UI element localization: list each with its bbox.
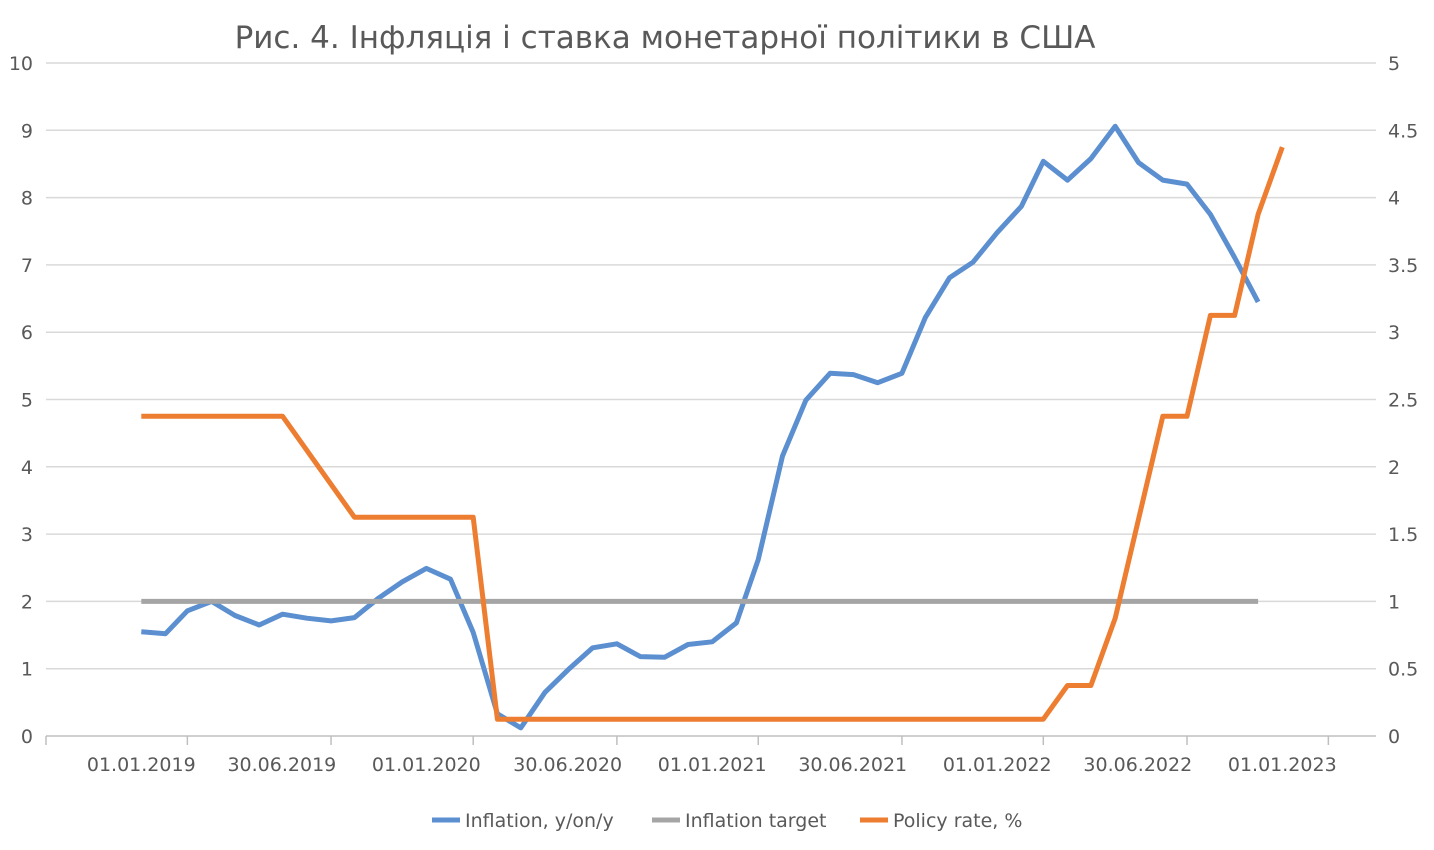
series-line-inflation-y-on-y [141, 123, 1261, 731]
x-tick-label-8: 01.01.2023 [1228, 754, 1337, 776]
left-tick-label-7: 7 [21, 255, 33, 277]
right-tick-label-6: 3 [1388, 322, 1400, 344]
legend-label-policy-rate: Policy rate, % [893, 810, 1022, 832]
right-tick-label-3: 1.5 [1388, 524, 1418, 546]
left-tick-label-5: 5 [21, 390, 33, 412]
x-tick-label-7: 30.06.2022 [1083, 754, 1192, 776]
left-tick-label-3: 3 [21, 524, 33, 546]
right-tick-label-1: 0.5 [1388, 659, 1418, 681]
legend: Inflation, y/on/y Inflation target Policy … [432, 810, 1022, 832]
x-tick-label-5: 30.06.2021 [798, 754, 907, 776]
right-tick-label-7: 3.5 [1388, 255, 1418, 277]
left-tick-label-10: 10 [9, 53, 33, 75]
series-points-inflation-y-on-y [139, 124, 1261, 731]
right-tick-label-2: 1 [1388, 591, 1400, 613]
left-tick-label-6: 6 [21, 322, 33, 344]
x-tick-label-3: 30.06.2020 [513, 754, 622, 776]
right-tick-label-8: 4 [1388, 188, 1400, 210]
left-tick-label-1: 1 [21, 659, 33, 681]
left-tick-label-8: 8 [21, 188, 33, 210]
gridlines [46, 62, 1376, 670]
right-tick-label-0: 0 [1388, 726, 1400, 748]
legend-label-inflation-y-on-y: Inflation, y/on/y [465, 810, 614, 832]
left-tick-label-9: 9 [21, 120, 33, 142]
left-tick-label-4: 4 [21, 457, 33, 479]
axes: 0 1 2 3 4 5 6 7 8 9 10 0 0.5 1 1.5 2 2.5 3 3.5 4 4.5 5 01.01.2… [9, 53, 1418, 776]
x-tick-label-1: 30.06.2019 [227, 754, 336, 776]
x-tick-label-4: 01.01.2021 [658, 754, 767, 776]
right-tick-label-10: 5 [1388, 53, 1400, 75]
left-tick-label-0: 0 [21, 726, 33, 748]
x-tick-label-2: 01.01.2020 [372, 754, 481, 776]
right-tick-label-9: 4.5 [1388, 120, 1418, 142]
series-points-policy-rate [139, 145, 1285, 722]
left-tick-label-2: 2 [21, 591, 33, 613]
series-line-policy-rate [141, 146, 1285, 722]
x-tick-label-6: 01.01.2022 [943, 754, 1052, 776]
right-tick-label-5: 2.5 [1388, 390, 1418, 412]
x-tick-label-0: 01.01.2019 [87, 754, 196, 776]
right-tick-label-4: 2 [1388, 457, 1400, 479]
chart-title: Рис. 4. Інфляція і ставка монетарної пол… [234, 20, 1096, 56]
legend-label-inflation-target: Inflation target [685, 810, 826, 832]
series-lines [139, 123, 1285, 731]
